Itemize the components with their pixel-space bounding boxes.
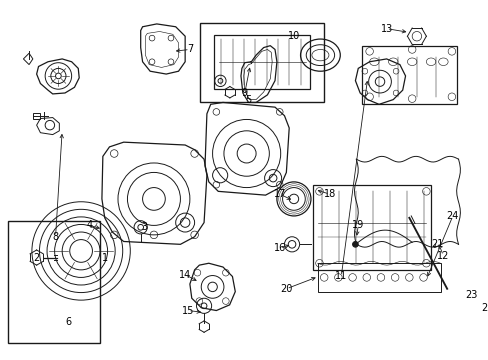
Text: 11: 11 — [334, 271, 346, 282]
Bar — [213, 35, 310, 89]
Text: 23: 23 — [465, 291, 477, 300]
Text: 14: 14 — [179, 270, 191, 280]
Text: 15: 15 — [182, 306, 194, 315]
Circle shape — [352, 242, 358, 247]
Text: 5: 5 — [245, 95, 251, 105]
Bar — [312, 185, 430, 270]
Bar — [361, 46, 456, 104]
Text: 10: 10 — [287, 31, 300, 41]
Bar — [317, 263, 440, 292]
Text: 19: 19 — [351, 220, 364, 230]
Text: 4: 4 — [86, 220, 93, 230]
Bar — [199, 23, 324, 102]
Text: 21: 21 — [430, 239, 443, 249]
Text: 1: 1 — [102, 253, 107, 262]
Text: 16: 16 — [273, 243, 285, 253]
Text: 8: 8 — [52, 232, 59, 242]
Text: 17: 17 — [273, 189, 285, 199]
Text: 2: 2 — [34, 253, 40, 262]
Bar — [33, 113, 41, 118]
Text: 6: 6 — [65, 317, 72, 327]
Text: 13: 13 — [380, 24, 392, 33]
Bar — [8, 221, 100, 343]
Text: 18: 18 — [323, 189, 335, 199]
Text: 3: 3 — [141, 222, 147, 232]
Text: 7: 7 — [186, 45, 193, 54]
Text: 22: 22 — [481, 303, 488, 313]
Text: 12: 12 — [436, 251, 448, 261]
Text: 20: 20 — [280, 284, 292, 294]
Text: 24: 24 — [446, 211, 458, 221]
Text: 9: 9 — [241, 88, 247, 98]
